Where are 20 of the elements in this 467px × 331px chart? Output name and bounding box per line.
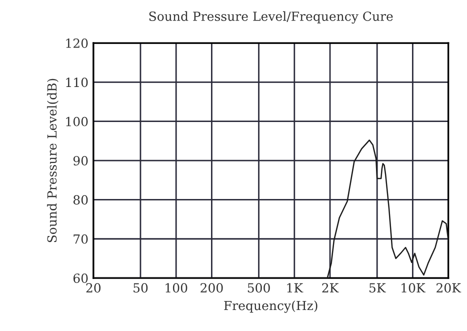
y-tick-label: 110 — [66, 78, 88, 88]
x-tick-label: 10K — [402, 283, 426, 293]
x-tick-label: 50 — [134, 283, 148, 293]
x-tick-label: 20 — [86, 283, 101, 293]
y-tick-label: 60 — [73, 274, 88, 283]
x-tick-label: 200 — [200, 283, 223, 293]
x-tick-label: 5K — [370, 283, 386, 293]
x-tick-label: 100 — [166, 283, 188, 293]
chart-title: Sound Pressure Level/Frequency Cure — [149, 11, 393, 24]
y-tick-label: 90 — [73, 156, 88, 166]
x-tick-label: 2K — [322, 283, 339, 292]
x-tick-label: 500 — [248, 283, 270, 293]
y-tick-label: 80 — [73, 195, 88, 205]
y-tick-label: 100 — [66, 116, 88, 126]
y-axis-title: Sound Pressure Level(dB) — [47, 78, 58, 242]
y-tick-label: 70 — [74, 234, 88, 244]
y-tick-label: 120 — [66, 38, 88, 48]
x-axis-title: Frequency(Hz) — [224, 300, 318, 313]
x-tick-label: 20K — [436, 283, 462, 293]
x-tick-label: 1K — [287, 283, 304, 292]
